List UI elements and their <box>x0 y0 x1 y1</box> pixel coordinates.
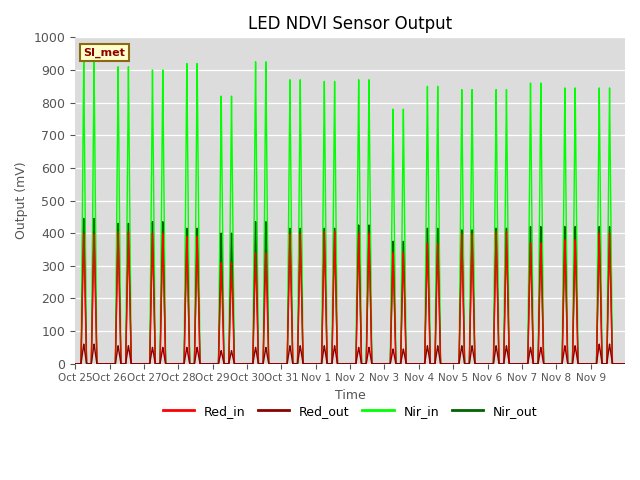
Nir_in <box>378 361 385 367</box>
Line: Red_in: Red_in <box>75 231 625 364</box>
Nir_in <box>90 57 98 63</box>
Red_out <box>545 361 553 367</box>
Line: Nir_in: Nir_in <box>75 60 625 364</box>
Red_out <box>339 361 347 367</box>
Nir_out <box>80 216 88 221</box>
Nir_in <box>621 361 629 367</box>
Nir_in <box>545 361 553 367</box>
Red_in <box>621 361 629 367</box>
Nir_out <box>476 361 483 367</box>
Red_out <box>90 341 98 347</box>
Red_out <box>71 361 79 367</box>
Nir_out <box>378 361 385 367</box>
Red_in <box>90 231 98 237</box>
Nir_in <box>71 361 79 367</box>
Text: SI_met: SI_met <box>83 48 125 58</box>
Nir_in <box>339 361 347 367</box>
Red_in <box>378 361 385 367</box>
Red_out <box>621 361 629 367</box>
Legend: Red_in, Red_out, Nir_in, Nir_out: Red_in, Red_out, Nir_in, Nir_out <box>157 400 543 423</box>
Nir_out <box>339 361 347 367</box>
Red_in <box>339 361 347 367</box>
Red_out <box>476 361 483 367</box>
Nir_out <box>90 216 98 221</box>
Line: Red_out: Red_out <box>75 344 625 364</box>
Nir_out <box>621 361 629 367</box>
Red_out <box>281 361 289 367</box>
Nir_out <box>71 361 79 367</box>
Red_in <box>71 361 79 367</box>
Red_out <box>378 361 385 367</box>
Title: LED NDVI Sensor Output: LED NDVI Sensor Output <box>248 15 452 33</box>
Red_in <box>281 361 289 367</box>
Nir_out <box>545 361 553 367</box>
Red_in <box>545 361 553 367</box>
Red_in <box>476 361 483 367</box>
X-axis label: Time: Time <box>335 389 365 402</box>
Red_in <box>115 228 122 234</box>
Y-axis label: Output (mV): Output (mV) <box>15 162 28 240</box>
Nir_out <box>281 361 289 367</box>
Nir_in <box>281 361 289 367</box>
Nir_in <box>80 57 88 63</box>
Red_out <box>80 341 88 347</box>
Nir_in <box>476 361 483 367</box>
Line: Nir_out: Nir_out <box>75 218 625 364</box>
